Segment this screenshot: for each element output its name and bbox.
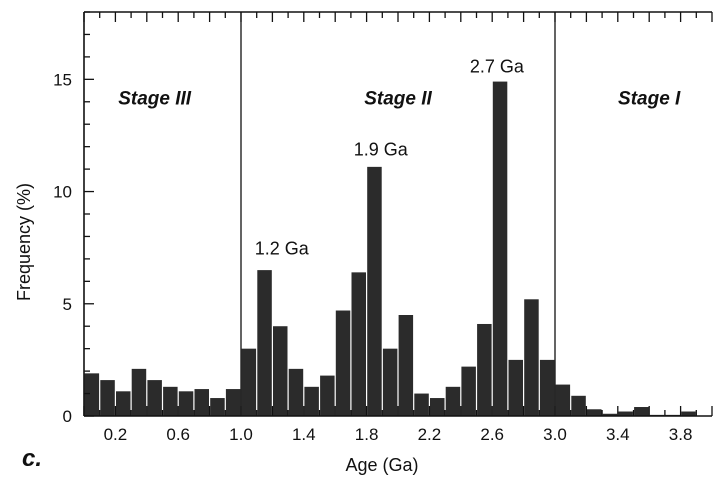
histogram-bar (477, 323, 492, 416)
y-axis-title: Frequency (%) (14, 183, 34, 301)
histogram-bar (461, 366, 476, 416)
histogram-bar (492, 81, 508, 417)
peak-annotation: 2.7 Ga (470, 57, 525, 77)
stage-label: Stage I (618, 88, 681, 109)
chart-text: Age (Ga) Frequency (%) c. 0.2 0.6 1.0 1.4 1.… (14, 57, 692, 475)
histogram-bar (194, 389, 209, 416)
histogram-bar (100, 380, 115, 416)
histogram-bar (288, 368, 304, 416)
x-tick-label: 0.2 (104, 425, 128, 444)
histogram-bar (634, 407, 649, 416)
histogram-bar (414, 393, 429, 416)
histogram-bar (539, 359, 555, 416)
histogram-bar (351, 272, 366, 416)
histogram-bar (210, 398, 225, 416)
histogram-bar (84, 373, 100, 416)
histogram-bar (398, 315, 414, 416)
histogram-bar (587, 409, 602, 416)
histogram-bar (116, 391, 131, 416)
histogram-bar (335, 310, 351, 416)
panel-label: c. (22, 445, 42, 472)
y-tick-label: 5 (63, 295, 72, 314)
stage-label: Stage III (118, 88, 192, 109)
x-tick-label: 1.8 (355, 425, 379, 444)
x-tick-label: 0.6 (166, 425, 190, 444)
histogram-bars (84, 81, 696, 417)
histogram-bar (524, 299, 539, 416)
x-axis-title: Age (Ga) (345, 455, 418, 475)
histogram-bar (602, 413, 618, 416)
stage-boundaries (240, 12, 556, 416)
histogram-bar (273, 326, 288, 416)
y-tick-label: 15 (53, 70, 72, 89)
x-tick-label: 1.0 (229, 425, 253, 444)
x-tick-label: 3.0 (543, 425, 567, 444)
histogram-bar (320, 375, 335, 416)
histogram-bar (367, 166, 382, 416)
x-tick-label: 3.4 (606, 425, 630, 444)
histogram-bar (257, 270, 272, 416)
axis-ticks (83, 11, 713, 417)
y-tick-label: 10 (53, 183, 72, 202)
histogram-bar (571, 395, 586, 416)
histogram-bar (178, 391, 194, 416)
histogram-bar (508, 359, 523, 416)
histogram-bar (131, 368, 147, 416)
x-tick-label: 2.6 (480, 425, 504, 444)
stage-label: Stage II (364, 88, 432, 109)
histogram-bar (618, 411, 633, 416)
histogram-bar (430, 398, 445, 416)
peak-annotation: 1.2 Ga (255, 238, 310, 258)
histogram-bar (304, 386, 319, 416)
histogram-bar (555, 384, 571, 416)
histogram-bar (163, 386, 178, 416)
histogram-bar (382, 348, 398, 416)
x-tick-label: 2.2 (418, 425, 442, 444)
peak-annotation: 1.9 Ga (354, 140, 409, 160)
histogram-bar (445, 386, 461, 416)
x-tick-label: 3.8 (669, 425, 693, 444)
histogram-bar (241, 348, 257, 416)
histogram-bar (225, 389, 241, 416)
histogram-bar (681, 411, 696, 416)
y-tick-label: 0 (63, 407, 72, 426)
x-tick-label: 1.4 (292, 425, 316, 444)
histogram-bar (147, 380, 162, 416)
